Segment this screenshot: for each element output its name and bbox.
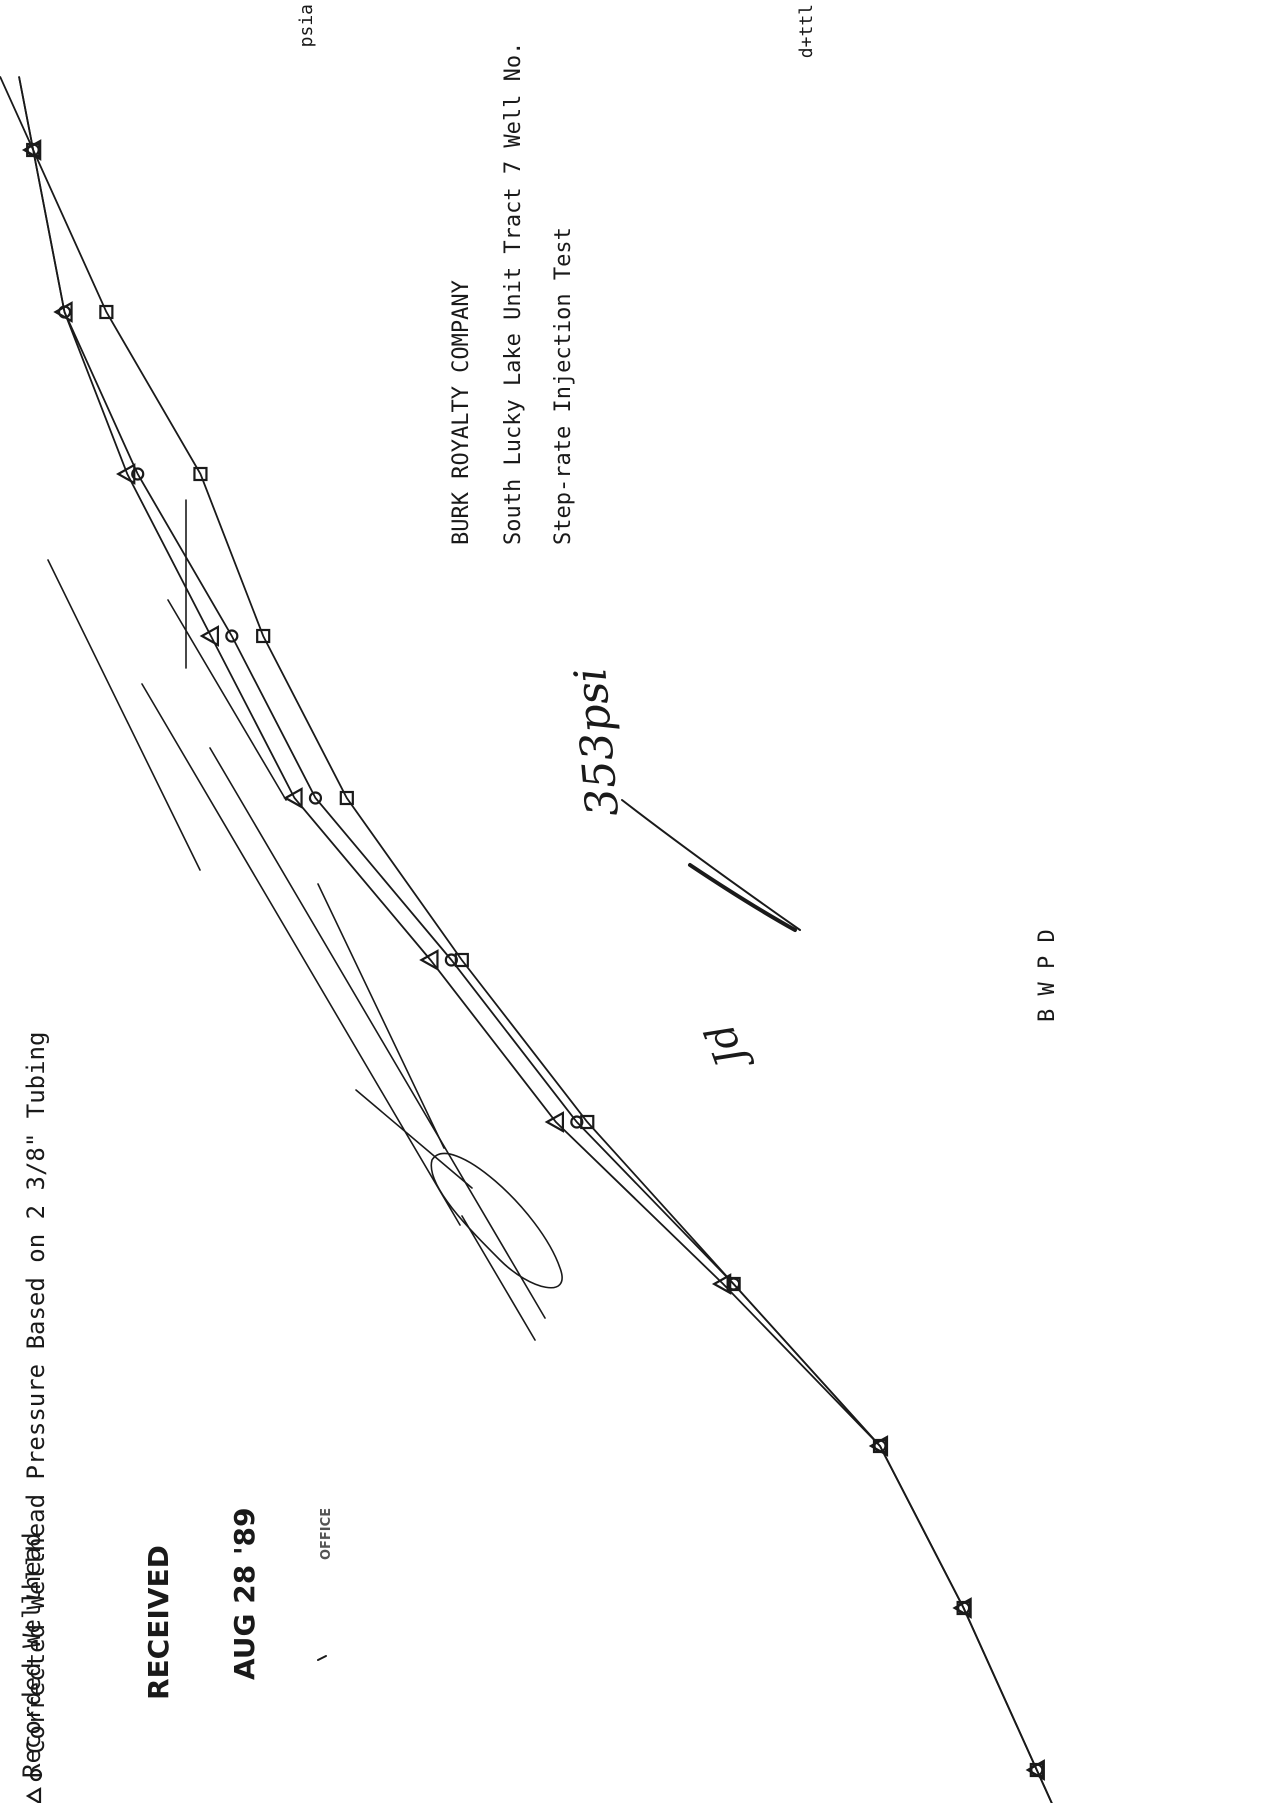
data-point-square-4 [726,1276,741,1292]
legend-recorded-label: Recorded Wellhead [18,1532,46,1778]
data-point-triangle-6 [419,949,439,971]
legend-corrected-label: Corrected Wellhead Pressure Based on 2 3… [22,1032,50,1754]
stamp-received-text: RECEIVED [142,1545,175,1700]
data-point-circle-10 [57,305,72,319]
series-layer [0,76,1053,1803]
header-right-fragment: d+ttl [796,4,817,58]
data-point-triangle-7 [283,787,303,809]
handwriting: 353psi Jd [565,666,801,1079]
data-point-circle-8 [225,629,239,643]
initials-signature: Jd [697,1017,757,1078]
legend: Recorded Wellhead Corrected Wellhead Pre… [18,1032,50,1803]
stamp-office-text: OFFICE [319,1508,334,1560]
legend-triangle-icon [25,1787,42,1803]
data-point-square-6 [454,952,469,968]
legend-circle-icon [29,1768,43,1782]
title-block: BURK ROYALTY COMPANY South Lucky Lake Un… [449,42,576,545]
series-line-triangle [18,76,1053,1803]
data-point-square-7 [339,790,354,806]
received-stamp: RECEIVED AUG 28 '89 OFFICE [142,1507,334,1700]
construction-ellipse [430,1152,563,1289]
data-point-square-2 [956,1600,971,1616]
data-point-square-5 [580,1114,595,1130]
header-psia-fragment: psia [296,4,317,47]
data-point-square-11 [26,142,41,158]
data-point-circle-7 [308,791,323,805]
data-point-square-1 [1029,1762,1044,1778]
data-point-square-8 [256,628,271,644]
test-name: Step-rate Injection Test [551,227,576,545]
data-point-circle-9 [131,467,145,481]
construction-lines [47,499,546,1341]
data-point-triangle-5 [544,1111,565,1133]
well-name: South Lucky Lake Unit Tract 7 Well No. [501,42,526,545]
data-point-triangle-9 [116,463,136,485]
data-point-triangle-4 [711,1273,732,1295]
data-point-triangle-8 [199,625,220,647]
data-point-square-3 [872,1438,888,1454]
data-point-square-10 [99,304,114,320]
x-axis-label: B W P D [1035,929,1060,1022]
pressure-note: 353psi [565,666,629,819]
series-line-circle [18,76,1053,1803]
series-line-square [0,76,1053,1803]
data-point-square-9 [193,466,208,482]
stamp-date-text: AUG 28 '89 [228,1507,261,1680]
company-name: BURK ROYALTY COMPANY [449,280,474,545]
